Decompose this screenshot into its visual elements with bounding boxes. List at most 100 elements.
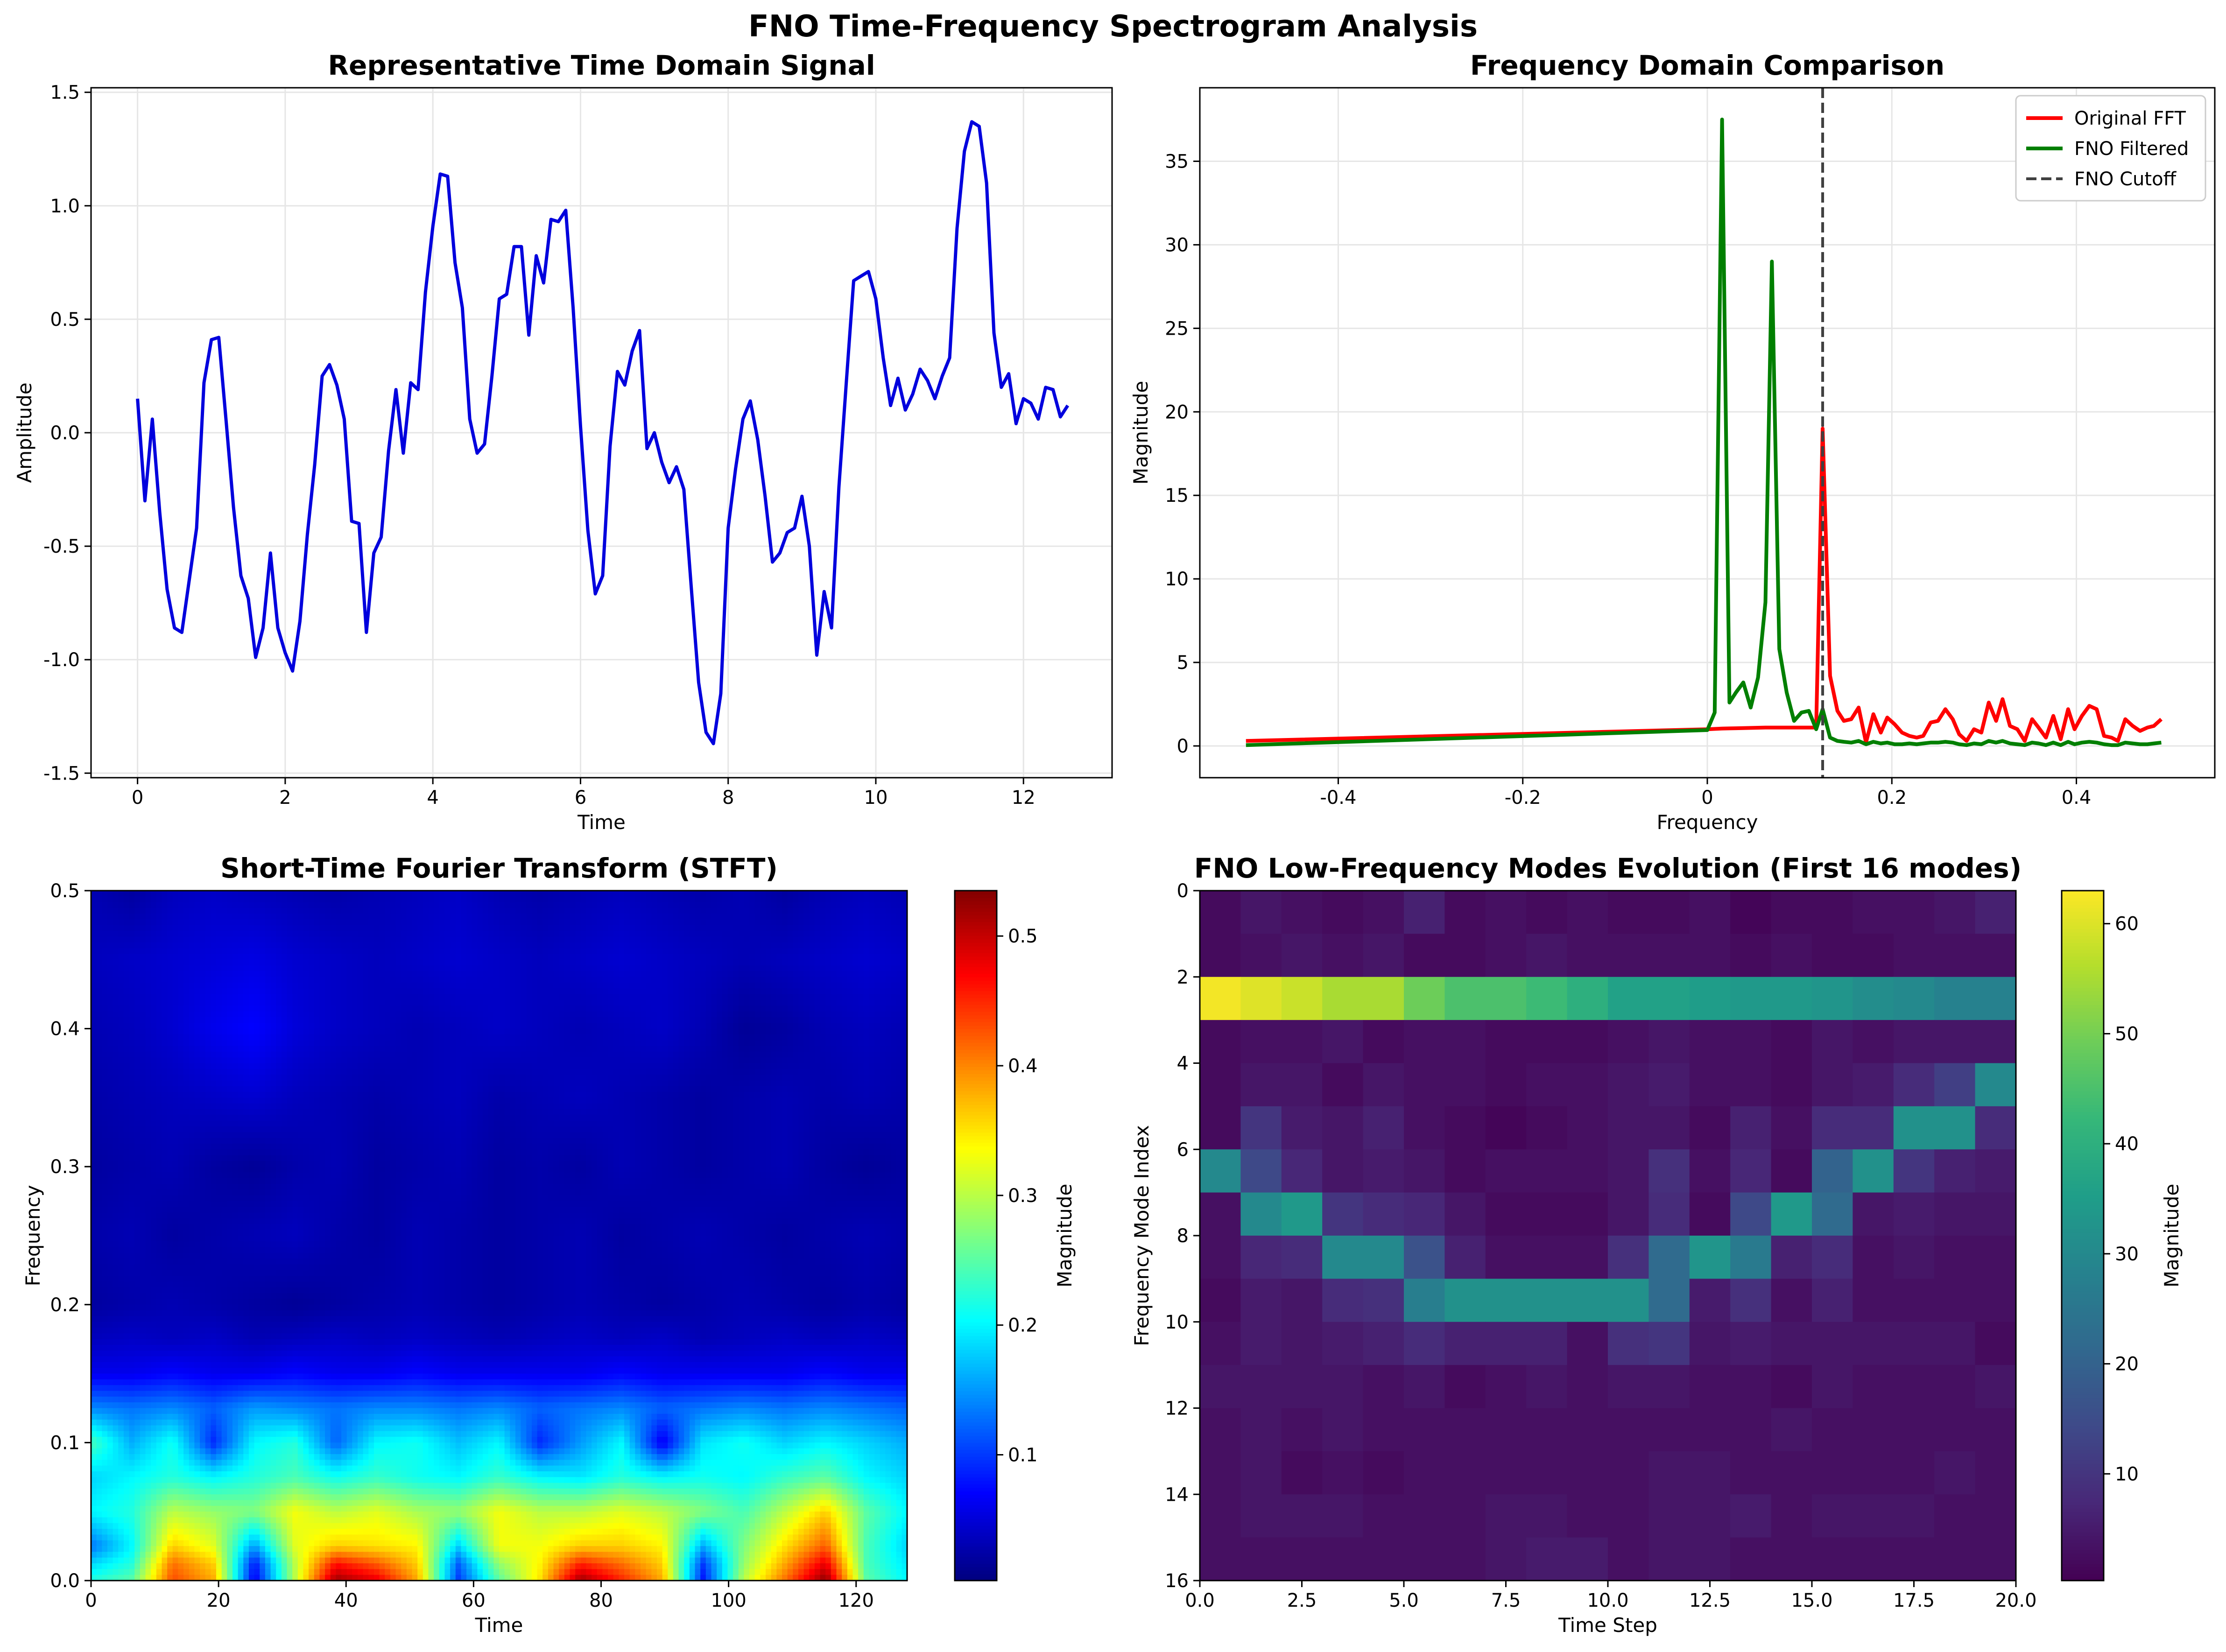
stft-cell	[211, 977, 216, 983]
stft-cell	[347, 925, 352, 931]
stft-cell	[798, 1040, 804, 1046]
stft-cell	[156, 1046, 162, 1052]
stft-cell	[842, 960, 847, 966]
stft-cell	[303, 920, 309, 926]
stft-cell	[744, 914, 749, 920]
stft-cell	[211, 1069, 216, 1075]
stft-cell	[363, 1046, 369, 1052]
stft-cell	[662, 914, 668, 920]
stft-cell	[303, 977, 309, 983]
stft-cell	[706, 1069, 711, 1075]
stft-cell	[363, 948, 369, 954]
stft-cell	[749, 891, 755, 897]
stft-cell	[380, 948, 385, 954]
stft-cell	[537, 1040, 543, 1046]
stft-cell	[852, 1029, 858, 1035]
stft-cell	[243, 931, 249, 937]
stft-cell	[700, 902, 706, 908]
stft-cell	[401, 1069, 407, 1075]
stft-cell	[613, 988, 619, 994]
stft-cell	[303, 1057, 309, 1063]
stft-cell	[472, 1029, 478, 1035]
stft-cell	[657, 965, 662, 971]
stft-cell	[597, 896, 603, 902]
stft-cell	[352, 914, 358, 920]
stft-cell	[102, 896, 107, 902]
stft-cell	[232, 965, 238, 971]
stft-cell	[630, 920, 635, 926]
stft-cell	[124, 1034, 129, 1040]
stft-cell	[749, 965, 755, 971]
stft-cell	[488, 971, 494, 977]
stft-cell	[837, 1069, 842, 1075]
stft-cell	[635, 1063, 641, 1069]
stft-cell	[205, 1023, 211, 1029]
stft-cell	[227, 977, 232, 983]
stft-cell	[450, 925, 456, 931]
stft-cell	[314, 942, 320, 949]
stft-cell	[542, 965, 548, 971]
stft-cell	[837, 937, 842, 943]
stft-cell	[434, 1046, 439, 1052]
stft-cell	[444, 1034, 450, 1040]
stft-cell	[363, 902, 369, 908]
stft-cell	[619, 925, 624, 931]
stft-cell	[429, 931, 434, 937]
stft-cell	[837, 983, 842, 989]
stft-cell	[673, 908, 679, 914]
stft-cell	[178, 1063, 183, 1069]
stft-cell	[700, 954, 706, 960]
stft-cell	[575, 1000, 581, 1006]
stft-cell	[390, 896, 396, 902]
stft-cell	[739, 994, 744, 1000]
stft-cell	[515, 965, 521, 971]
stft-cell	[651, 1029, 657, 1035]
stft-cell	[532, 1052, 537, 1058]
stft-cell	[352, 908, 358, 914]
stft-cell	[314, 1000, 320, 1006]
stft-cell	[776, 902, 782, 908]
stft-cell	[847, 954, 853, 960]
stft-cell	[390, 1005, 396, 1012]
stft-cell	[521, 960, 527, 966]
stft-cell	[727, 954, 733, 960]
stft-cell	[227, 971, 232, 977]
stft-cell	[717, 1000, 722, 1006]
stft-cell	[97, 908, 102, 914]
stft-cell	[331, 1040, 336, 1046]
stft-cell	[515, 1069, 521, 1075]
stft-cell	[668, 954, 673, 960]
stft-cell	[548, 971, 554, 977]
stft-cell	[570, 896, 575, 902]
stft-cell	[766, 914, 771, 920]
stft-cell	[358, 1057, 363, 1063]
stft-cell	[793, 1017, 798, 1023]
stft-cell	[439, 896, 445, 902]
stft-cell	[368, 902, 374, 908]
stft-cell	[325, 925, 331, 931]
stft-cell	[331, 1000, 336, 1006]
stft-cell	[602, 942, 608, 949]
stft-cell	[673, 1017, 679, 1023]
stft-cell	[107, 1057, 113, 1063]
stft-cell	[189, 931, 195, 937]
stft-cell	[575, 925, 581, 931]
stft-cell	[874, 931, 880, 937]
stft-cell	[97, 925, 102, 931]
stft-cell	[771, 1063, 777, 1069]
stft-cell	[146, 1017, 151, 1023]
stft-cell	[287, 1017, 293, 1023]
stft-cell	[211, 908, 216, 914]
stft-cell	[423, 1023, 429, 1029]
stft-cell	[205, 1029, 211, 1035]
stft-cell	[200, 1052, 205, 1058]
stft-cell	[630, 994, 635, 1000]
stft-cell	[505, 1069, 510, 1075]
stft-cell	[396, 1023, 402, 1029]
stft-cell	[488, 1005, 494, 1012]
stft-cell	[597, 1017, 603, 1023]
stft-cell	[635, 914, 641, 920]
stft-cell	[744, 925, 749, 931]
stft-cell	[271, 1023, 276, 1029]
stft-cell	[151, 988, 156, 994]
